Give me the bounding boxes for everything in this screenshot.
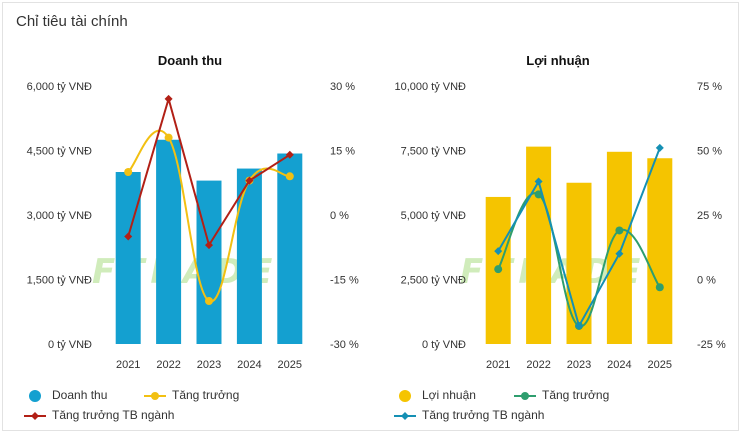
series-point-2 xyxy=(205,241,213,250)
y-right-tick-label: -15 % xyxy=(330,275,359,287)
x-tick-label: 2025 xyxy=(278,359,302,371)
bar-2024 xyxy=(236,168,262,344)
panel-frame xyxy=(2,2,739,431)
page-title: Chỉ tiêu tài chính xyxy=(16,13,128,30)
legend-label: Tăng trưởng TB ngành xyxy=(52,408,175,422)
x-tick-label: 2024 xyxy=(237,359,261,371)
legend-swatch-icon xyxy=(399,389,411,402)
chart-title: Doanh thu xyxy=(158,53,222,68)
legend-swatch-icon xyxy=(394,411,416,420)
y-left-tick-label: 1,500 tỷ VNĐ xyxy=(27,275,92,287)
x-tick-label: 2021 xyxy=(116,359,140,371)
series-point-2 xyxy=(285,150,294,159)
x-tick-label: 2023 xyxy=(197,359,221,371)
legend-label: Tăng trưởng xyxy=(172,388,240,402)
y-right-tick-label: 15 % xyxy=(330,146,355,158)
legend-item[interactable]: Tăng trưởng TB ngành xyxy=(24,408,174,422)
bar-2023 xyxy=(196,180,222,344)
series-point-1 xyxy=(205,297,213,305)
y-right-tick-label: 0 % xyxy=(330,210,349,222)
series-point-2 xyxy=(245,176,254,185)
series-point-1 xyxy=(124,168,133,176)
legend-item[interactable]: Lợi nhuận xyxy=(394,388,476,402)
y-right-tick-label: -30 % xyxy=(330,339,359,351)
legend-label: Lợi nhuận xyxy=(422,388,476,402)
legend-swatch-icon xyxy=(144,391,166,400)
legend-item[interactable]: Tăng trưởng xyxy=(514,388,609,402)
y-right-tick-label: 30 % xyxy=(330,81,355,93)
y-left-tick-label: 0 tỷ VNĐ xyxy=(48,339,92,351)
y-left-tick-label: 4,500 tỷ VNĐ xyxy=(27,146,92,158)
bar-2021 xyxy=(115,172,141,344)
legend-swatch-icon xyxy=(24,411,46,420)
legend-item[interactable]: Tăng trưởng TB ngành xyxy=(394,408,544,422)
bar-2022 xyxy=(156,139,182,344)
x-tick-label: 2022 xyxy=(156,359,180,371)
series-point-1 xyxy=(164,133,173,142)
legend-label: Tăng trưởng TB ngành xyxy=(422,408,545,422)
legend-item[interactable]: Tăng trưởng xyxy=(144,388,239,402)
series-point-2 xyxy=(124,232,133,241)
legend-swatch-icon xyxy=(29,389,41,402)
legend-swatch-icon xyxy=(514,391,536,400)
legend-label: Doanh thu xyxy=(52,388,108,402)
bar-2025 xyxy=(277,153,303,344)
y-left-tick-label: 6,000 tỷ VNĐ xyxy=(27,81,92,93)
legend-item[interactable]: Doanh thu xyxy=(24,388,107,402)
series-point-2 xyxy=(164,94,173,103)
series-point-1 xyxy=(285,172,294,181)
y-left-tick-label: 3,000 tỷ VNĐ xyxy=(27,210,92,222)
legend-label: Tăng trưởng xyxy=(542,388,610,402)
